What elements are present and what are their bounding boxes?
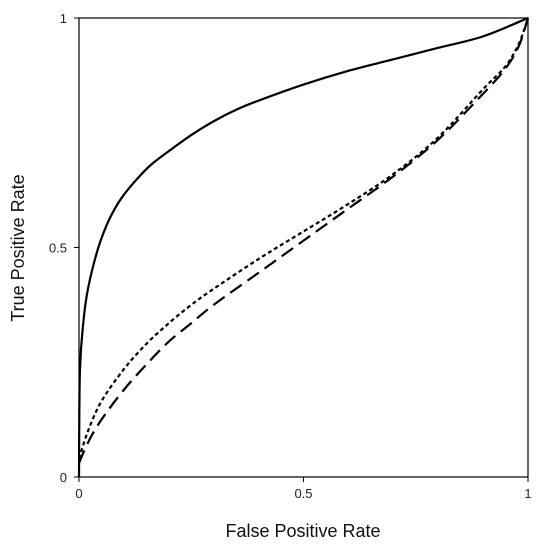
x-tick-label: 1 — [524, 486, 531, 501]
x-axis-title: False Positive Rate — [225, 521, 380, 541]
x-tick-label: 0.5 — [294, 486, 312, 501]
plot-area-frame — [78, 17, 529, 478]
y-tick-label: 0.5 — [49, 241, 67, 256]
roc-curve-long-dash-line — [77, 17, 530, 464]
y-axis-title: True Positive Rate — [8, 174, 28, 321]
roc-curve-short-dash-line — [77, 17, 530, 459]
x-tick-label: 0 — [75, 486, 82, 501]
y-tick-label: 1 — [60, 11, 67, 26]
y-tick-label: 0 — [60, 470, 67, 485]
roc-curve-solid-line — [77, 16, 529, 478]
